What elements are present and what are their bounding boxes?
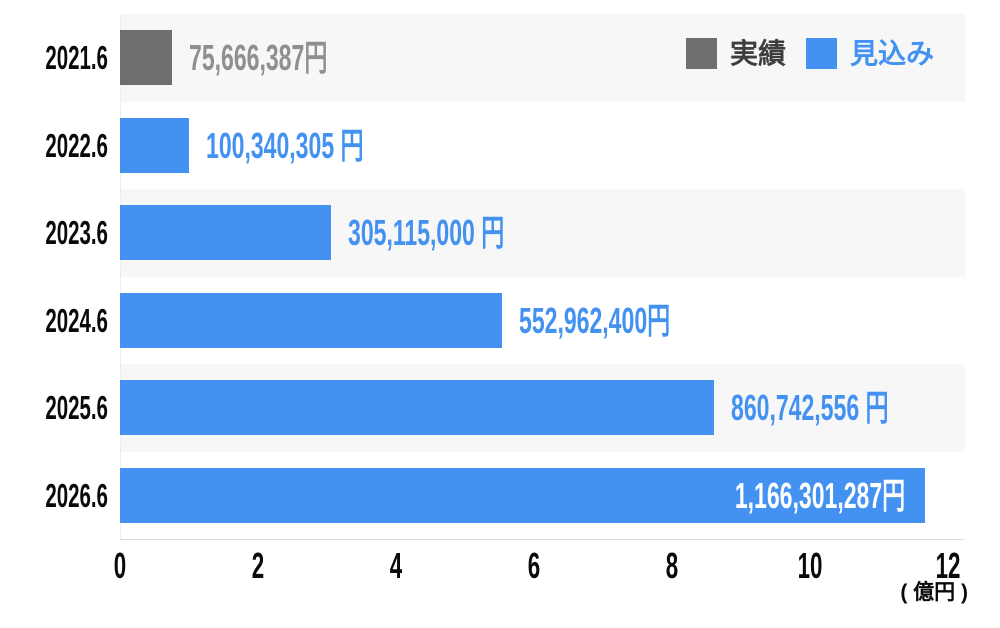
x-tick-label: 0 xyxy=(113,545,127,586)
category-label: 2022.6 xyxy=(45,126,108,164)
x-tick-label: 12 xyxy=(935,545,961,586)
category-label: 2021.6 xyxy=(45,39,108,76)
bar-forecast xyxy=(120,467,925,523)
value-label: 860,742,556 円 xyxy=(730,387,889,428)
bar-forecast xyxy=(120,117,190,173)
x-tick-label: 8 xyxy=(665,545,679,586)
x-axis-unit-label: ( 億円 ) xyxy=(900,581,968,604)
x-tick-label: 10 xyxy=(797,545,823,586)
value-label: 305,115,000 円 xyxy=(347,212,504,253)
category-label: 2024.6 xyxy=(45,301,108,339)
category-label: 2026.6 xyxy=(45,476,108,514)
legend-label: 実績 xyxy=(730,38,787,69)
x-tick-label: 4 xyxy=(389,545,403,586)
value-label: 75,666,387円 xyxy=(189,37,328,78)
x-tick-label: 6 xyxy=(527,545,541,586)
legend-swatch-icon xyxy=(686,38,717,69)
legend-label: 見込み xyxy=(850,38,935,69)
legend-item: 見込み xyxy=(806,38,934,69)
bar-forecast xyxy=(120,205,331,260)
y-axis-line xyxy=(120,14,121,539)
bar-forecast xyxy=(120,292,502,348)
category-label: 2023.6 xyxy=(45,214,108,251)
bar-actual xyxy=(120,30,173,85)
value-label: 100,340,305 円 xyxy=(206,124,364,166)
x-axis-line xyxy=(120,539,965,540)
category-label: 2025.6 xyxy=(45,389,108,426)
legend-swatch-icon xyxy=(806,38,838,69)
value-label: 1,166,301,287円 xyxy=(734,474,905,516)
x-tick-label: 2 xyxy=(251,545,265,586)
legend: 実績 見込み xyxy=(686,38,934,69)
value-label: 552,962,400円 xyxy=(518,299,670,341)
legend-item: 実績 xyxy=(686,38,786,69)
bar-forecast xyxy=(120,380,714,435)
